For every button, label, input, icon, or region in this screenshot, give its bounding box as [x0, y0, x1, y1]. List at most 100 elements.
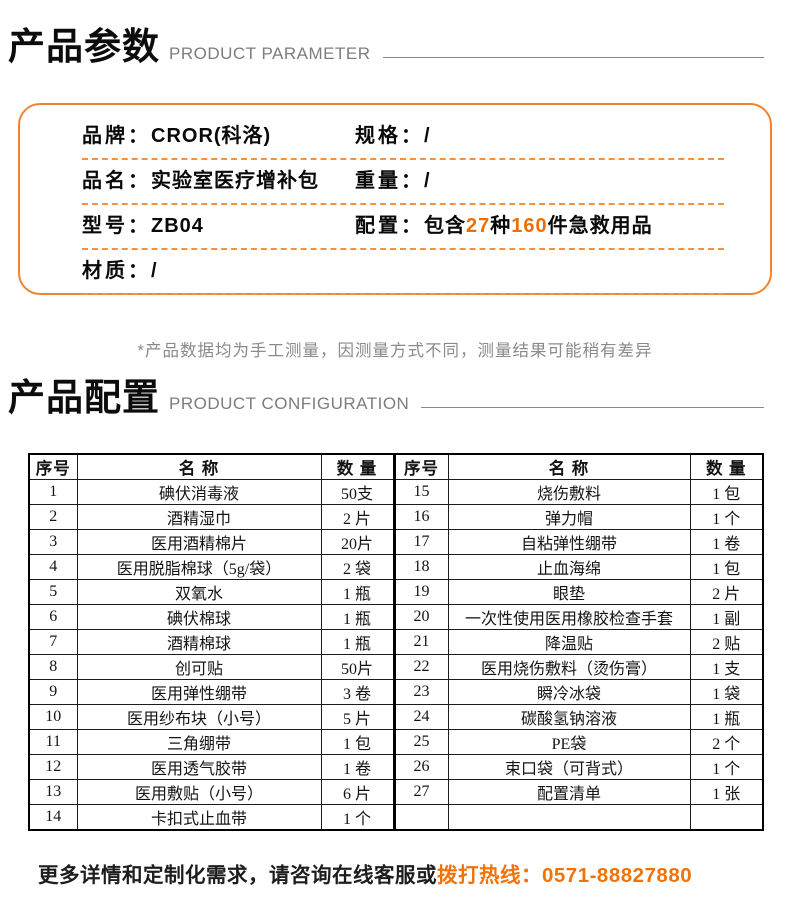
param-row-model: 型号：ZB04 配置：包含27种160件急救用品	[82, 205, 724, 250]
item-name-cell: 配置清单	[447, 779, 691, 806]
config-prefix: 包含	[424, 214, 466, 237]
item-no-cell: 25	[392, 729, 449, 756]
item-qty-cell: 1 包	[689, 479, 764, 506]
product-name-value: 实验室医疗增补包	[151, 169, 319, 192]
item-qty-cell: 1 个	[689, 754, 764, 781]
config-table-header-qty: 数 量	[689, 453, 764, 481]
item-name-cell: 止血海绵	[447, 554, 691, 581]
footer-text: 更多详情和定制化需求，请咨询在线客服或	[38, 864, 437, 888]
item-name-cell: 创可贴	[76, 654, 322, 681]
item-no-cell: 9	[28, 679, 78, 706]
item-name-cell: 医用纱布块（小号）	[76, 704, 322, 731]
item-name-cell: 瞬冷冰袋	[447, 679, 691, 706]
item-name-cell: 碘伏消毒液	[76, 479, 322, 506]
parameter-title-cn: 产品参数	[8, 26, 160, 67]
item-name-cell: 眼垫	[447, 579, 691, 606]
item-qty-cell: 2 片	[689, 579, 764, 606]
config-table-row: 2 酒精湿巾 2 片 16 弹力帽 1 个	[28, 504, 764, 531]
parameter-title-en: PRODUCT PARAMETER	[169, 43, 371, 63]
item-name-cell: 束口袋（可背式）	[447, 754, 691, 781]
item-qty-cell: 1 包	[689, 554, 764, 581]
item-no-cell: 8	[28, 654, 78, 681]
item-no-cell: 26	[392, 754, 449, 781]
item-qty-cell: 1 袋	[689, 679, 764, 706]
config-label: 配置：	[355, 214, 424, 237]
item-name-cell: 医用烧伤敷料（烫伤膏）	[447, 654, 691, 681]
item-no-cell: 21	[392, 629, 449, 656]
title-rule-line	[421, 407, 764, 409]
item-no-cell: 3	[28, 529, 78, 556]
config-suffix: 件急救用品	[547, 214, 653, 237]
item-qty-cell: 6 片	[320, 779, 395, 806]
config-table-row: 9 医用弹性绷带 3 卷 23 瞬冷冰袋 1 袋	[28, 679, 764, 706]
config-table-row: 1 碘伏消毒液 50支 15 烧伤敷料 1 包	[28, 479, 764, 506]
item-no-cell: 24	[392, 704, 449, 731]
param-row-name: 品名：实验室医疗增补包 重量：/	[82, 160, 724, 205]
item-no-cell: 13	[28, 779, 78, 806]
config-table-header-qty: 数 量	[320, 453, 395, 481]
item-name-cell: 医用弹性绷带	[76, 679, 322, 706]
item-qty-cell: 1 个	[689, 504, 764, 531]
item-no-cell: 22	[392, 654, 449, 681]
item-no-cell: 20	[392, 604, 449, 631]
item-qty-cell: 1 瓶	[320, 604, 395, 631]
item-no-cell: 27	[392, 779, 449, 806]
product-name-label: 品名：	[82, 169, 151, 192]
parameter-box: 品牌：CROR(科洛) 规格：/ 品名：实验室医疗增补包 重量：/ 型号：ZB0…	[18, 102, 772, 295]
config-table-header-name: 名 称	[447, 453, 691, 481]
brand-label: 品牌：	[82, 124, 151, 147]
title-rule-line	[382, 56, 764, 58]
item-no-cell: 17	[392, 529, 449, 556]
item-no-cell: 11	[28, 729, 78, 756]
item-no-cell	[392, 804, 449, 831]
material-label: 材质：	[82, 259, 151, 282]
config-piece-count: 160	[511, 214, 548, 237]
item-qty-cell: 20片	[320, 529, 395, 556]
item-qty-cell: 1 瓶	[689, 704, 764, 731]
item-name-cell	[447, 804, 691, 831]
item-qty-cell: 2 贴	[689, 629, 764, 656]
parameter-section-title: 产品参数 PRODUCT PARAMETER	[0, 0, 790, 69]
item-no-cell: 16	[392, 504, 449, 531]
config-table-row: 5 双氧水 1 瓶 19 眼垫 2 片	[28, 579, 764, 606]
item-name-cell: 弹力帽	[447, 504, 691, 531]
item-qty-cell: 1 个	[320, 804, 395, 831]
item-name-cell: 一次性使用医用橡胶检查手套	[447, 604, 691, 631]
config-table-row: 8 创可贴 50片 22 医用烧伤敷料（烫伤膏） 1 支	[28, 654, 764, 681]
item-qty-cell: 1 包	[320, 729, 395, 756]
configuration-title-cn: 产品配置	[8, 376, 160, 418]
item-qty-cell: 2 个	[689, 729, 764, 756]
item-name-cell: 三角绷带	[76, 729, 322, 756]
item-qty-cell: 1 支	[689, 654, 764, 681]
item-qty-cell: 1 瓶	[320, 579, 395, 606]
item-qty-cell: 1 瓶	[320, 629, 395, 656]
item-no-cell: 19	[392, 579, 449, 606]
item-no-cell: 1	[28, 479, 78, 506]
configuration-table: 序号名 称数 量序号名 称数 量 1 碘伏消毒液 50支 15 烧伤敷料 1 包 2 酒精湿巾 2…	[28, 453, 764, 832]
item-qty-cell: 1 张	[689, 779, 764, 806]
item-no-cell: 6	[28, 604, 78, 631]
weight-value: /	[424, 169, 431, 192]
item-no-cell: 23	[392, 679, 449, 706]
config-table-row: 4 医用脱脂棉球（5g/袋） 2 袋 18 止血海绵 1 包	[28, 554, 764, 581]
item-qty-cell	[689, 804, 764, 831]
config-value: 包含27种160件急救用品	[424, 215, 653, 237]
config-table-header-no: 序号	[28, 453, 78, 481]
brand-value: CROR(科洛)	[151, 124, 272, 147]
item-no-cell: 18	[392, 554, 449, 581]
config-mid: 种	[490, 214, 512, 237]
item-name-cell: 医用透气胶带	[76, 754, 322, 781]
config-table-header-no: 序号	[392, 453, 449, 481]
item-name-cell: 酒精湿巾	[76, 504, 322, 531]
item-name-cell: 碳酸氢钠溶液	[447, 704, 691, 731]
param-row-material: 材质：/	[82, 250, 724, 295]
param-row-brand: 品牌：CROR(科洛) 规格：/	[82, 115, 724, 160]
item-name-cell: 烧伤敷料	[447, 479, 691, 506]
config-table-header-name: 名 称	[76, 453, 322, 481]
item-no-cell: 2	[28, 504, 78, 531]
item-no-cell: 7	[28, 629, 78, 656]
config-table-row: 12 医用透气胶带 1 卷 26 束口袋（可背式） 1 个	[28, 754, 764, 781]
item-qty-cell: 2 片	[320, 504, 395, 531]
item-name-cell: 降温贴	[447, 629, 691, 656]
item-name-cell: PE袋	[447, 729, 691, 756]
